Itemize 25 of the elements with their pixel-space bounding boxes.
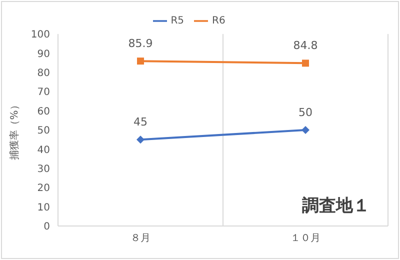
annotation: 調査地１ bbox=[302, 195, 370, 217]
x-tick-label: １０月 bbox=[290, 233, 320, 244]
x-tick-label: ８月 bbox=[130, 233, 150, 244]
y-tick-label: 20 bbox=[37, 183, 50, 194]
y-tick-label: 30 bbox=[37, 164, 50, 175]
y-tick-label: 60 bbox=[37, 106, 50, 118]
y-tick-label: 10 bbox=[37, 202, 50, 214]
y-tick-label: 50 bbox=[37, 126, 50, 137]
y-tick-label: 100 bbox=[30, 30, 50, 41]
point bbox=[137, 58, 144, 65]
data-label: 84.8 bbox=[293, 39, 318, 52]
y-tick-label: 40 bbox=[37, 144, 50, 156]
point bbox=[302, 60, 309, 67]
point bbox=[136, 136, 144, 144]
y-axis-title: 捕獲率（%） bbox=[8, 100, 21, 160]
y-tick-label: 0 bbox=[44, 222, 50, 233]
legend-label: R6 bbox=[212, 16, 226, 27]
data-label: 85.9 bbox=[128, 37, 153, 50]
y-tick-label: 80 bbox=[37, 68, 50, 79]
data-label: 45 bbox=[134, 116, 148, 129]
point bbox=[302, 126, 310, 134]
legend-label: R5 bbox=[170, 16, 184, 27]
y-tick-label: 90 bbox=[37, 48, 50, 60]
y-tick-label: 70 bbox=[37, 87, 50, 98]
data-label: 50 bbox=[298, 106, 312, 119]
